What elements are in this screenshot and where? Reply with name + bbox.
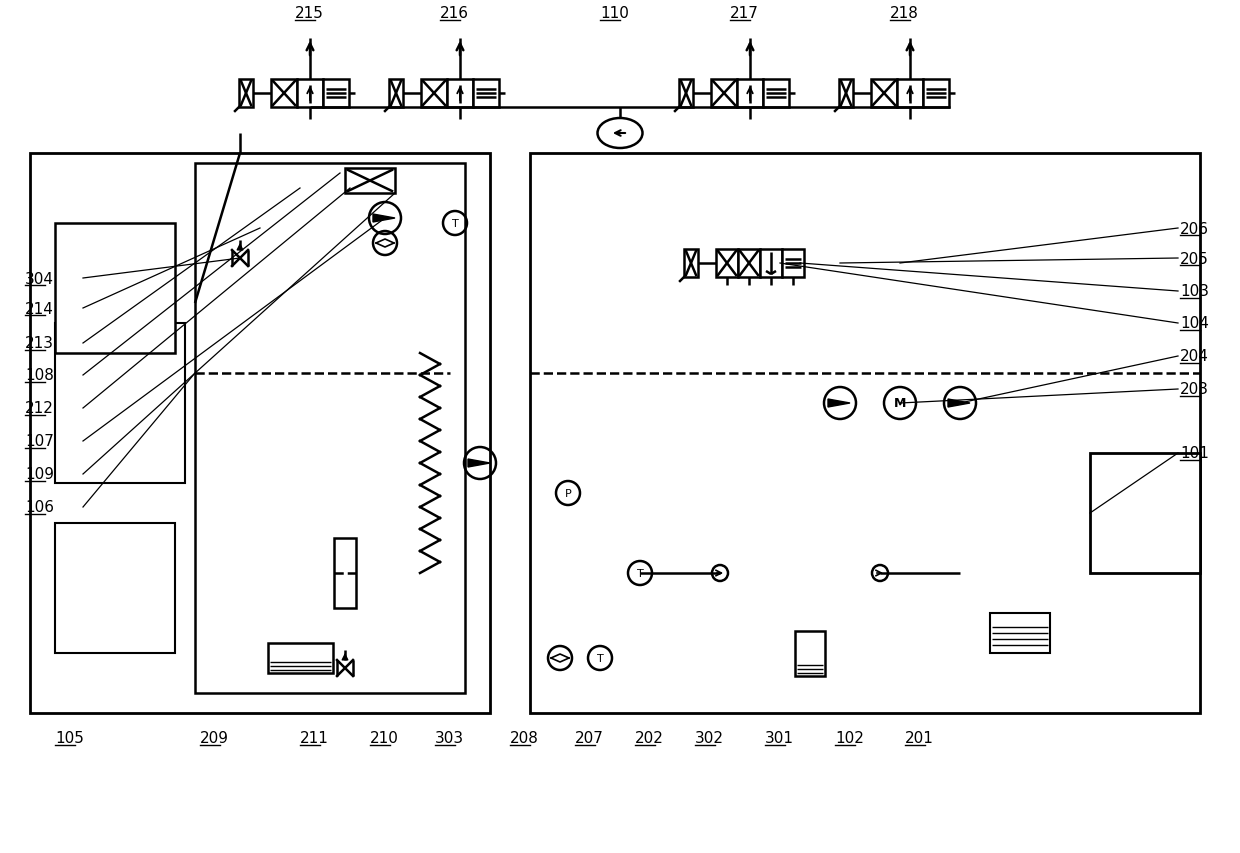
- Bar: [782, 250, 804, 278]
- Text: T: T: [451, 218, 459, 229]
- Text: 107: 107: [25, 434, 53, 449]
- Bar: [923, 80, 949, 107]
- Text: 211: 211: [300, 731, 329, 746]
- Bar: [322, 80, 348, 107]
- Bar: [795, 630, 825, 676]
- Bar: [55, 223, 175, 354]
- Polygon shape: [828, 399, 849, 408]
- Text: M: M: [894, 397, 906, 410]
- Text: 101: 101: [1180, 446, 1209, 461]
- Text: 303: 303: [435, 731, 464, 746]
- Bar: [389, 80, 403, 107]
- Text: 105: 105: [55, 731, 84, 746]
- Bar: [897, 80, 923, 107]
- Bar: [345, 169, 396, 194]
- Text: 210: 210: [370, 731, 399, 746]
- Text: 110: 110: [600, 7, 629, 21]
- Bar: [298, 80, 322, 107]
- Bar: [839, 80, 853, 107]
- Bar: [711, 80, 737, 107]
- Polygon shape: [373, 215, 396, 223]
- Text: 212: 212: [25, 401, 53, 416]
- Polygon shape: [467, 460, 490, 467]
- Bar: [272, 80, 298, 107]
- Bar: [334, 538, 356, 608]
- Bar: [715, 250, 738, 278]
- Text: 203: 203: [1180, 382, 1209, 397]
- Text: 213: 213: [25, 336, 55, 351]
- Bar: [737, 80, 763, 107]
- Text: 104: 104: [1180, 316, 1209, 331]
- Text: 216: 216: [440, 7, 469, 21]
- Text: T: T: [596, 653, 604, 664]
- Bar: [1090, 454, 1200, 573]
- Text: 217: 217: [730, 7, 759, 21]
- Text: 207: 207: [575, 731, 604, 746]
- Bar: [55, 524, 175, 653]
- Text: 108: 108: [25, 368, 53, 383]
- Bar: [763, 80, 789, 107]
- Text: 205: 205: [1180, 251, 1209, 266]
- Bar: [738, 250, 760, 278]
- Text: 215: 215: [295, 7, 324, 21]
- Text: 209: 209: [200, 731, 229, 746]
- Bar: [472, 80, 498, 107]
- Text: 214: 214: [25, 301, 53, 316]
- Text: 206: 206: [1180, 221, 1209, 236]
- Bar: [990, 613, 1050, 653]
- Bar: [684, 250, 698, 278]
- Bar: [30, 154, 490, 713]
- Text: 201: 201: [905, 731, 934, 746]
- Text: P: P: [564, 489, 572, 498]
- Text: 301: 301: [765, 731, 794, 746]
- Text: 102: 102: [835, 731, 864, 746]
- Bar: [760, 250, 782, 278]
- Bar: [680, 80, 693, 107]
- Text: T: T: [636, 568, 644, 578]
- Text: 302: 302: [694, 731, 724, 746]
- Text: 103: 103: [1180, 284, 1209, 299]
- Bar: [870, 80, 897, 107]
- Text: 304: 304: [25, 271, 55, 286]
- Bar: [422, 80, 446, 107]
- Bar: [195, 164, 465, 693]
- Bar: [529, 154, 1200, 713]
- Bar: [239, 80, 253, 107]
- Text: 204: 204: [1180, 349, 1209, 364]
- Text: 109: 109: [25, 467, 55, 482]
- Polygon shape: [949, 399, 970, 408]
- Text: 106: 106: [25, 500, 55, 515]
- Bar: [268, 643, 332, 673]
- Text: 218: 218: [890, 7, 919, 21]
- Bar: [446, 80, 472, 107]
- Text: 208: 208: [510, 731, 539, 746]
- Bar: [55, 323, 185, 484]
- Text: 202: 202: [635, 731, 663, 746]
